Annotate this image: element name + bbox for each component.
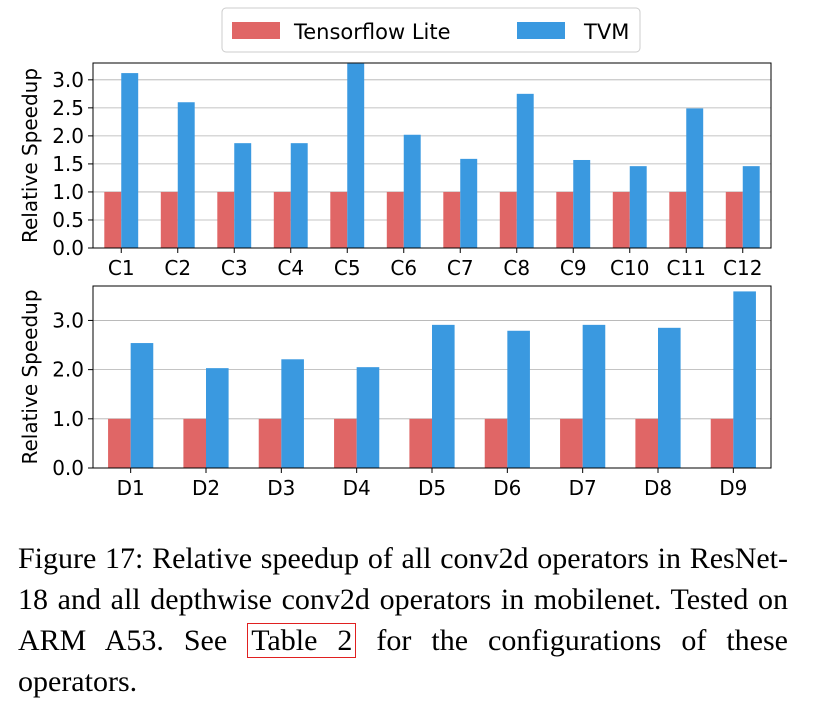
bottom-chart-bar-tvm xyxy=(281,359,304,468)
top-chart-bar-tvm xyxy=(121,73,139,248)
bottom-chart-bar-tvm xyxy=(130,343,154,468)
bottom-chart-xtick-label: D5 xyxy=(418,476,446,500)
top-chart-xtick-label: C5 xyxy=(334,256,361,280)
top-chart-xtick-label: C1 xyxy=(108,256,135,280)
bottom-chart-ytick-label: 2.0 xyxy=(52,358,84,382)
legend-swatch-tflite xyxy=(232,22,280,39)
top-chart-xtick-label: C11 xyxy=(667,256,706,280)
top-chart-bar-tvm xyxy=(573,159,591,248)
caption-text-end: for the configurations of these operator… xyxy=(18,624,788,698)
top-chart-xtick-label: C12 xyxy=(723,256,762,280)
bottom-chart-bar-tvm xyxy=(206,368,229,468)
top-chart-bar-tflite xyxy=(217,191,235,248)
bottom-chart-ytick-label: 3.0 xyxy=(52,308,84,332)
top-chart-bar-tflite xyxy=(273,191,291,248)
bottom-chart-xtick-label: D8 xyxy=(644,476,672,500)
top-chart-xtick-label: C2 xyxy=(164,256,191,280)
bottom-chart-plot-frame xyxy=(92,285,772,469)
top-chart-bar-tflite xyxy=(386,191,404,248)
top-chart-bar-tvm xyxy=(516,93,534,248)
top-chart-bar-tflite xyxy=(612,191,630,248)
bottom-chart-xtick-label: D4 xyxy=(343,476,371,500)
top-chart-ytick-label: 1.0 xyxy=(52,180,84,204)
top-chart-ytick-label: 2.5 xyxy=(52,96,84,120)
top-chart-plot-frame xyxy=(92,62,772,249)
bottom-chart-xtick-label: D9 xyxy=(719,476,747,500)
top-chart-ytick-label: 0.0 xyxy=(52,236,84,260)
bottom-chart-bar-tflite xyxy=(108,418,131,468)
bottom-chart-bar-tvm xyxy=(658,327,681,468)
bottom-chart-bar-tflite xyxy=(334,418,357,468)
top-chart-bar-tflite xyxy=(330,191,348,248)
top-chart-bar-tvm xyxy=(347,63,365,248)
caption-text-start: Figure 17: Relative speedup of all conv2… xyxy=(18,542,788,657)
top-chart-bar-tflite xyxy=(556,191,574,248)
legend-swatch-tvm xyxy=(517,22,565,39)
top-chart-bar-tvm xyxy=(629,166,647,248)
top-chart-bar-tvm xyxy=(460,158,478,248)
top-chart-ylabel: Relative Speedup xyxy=(18,68,42,243)
top-chart-bar-tflite xyxy=(443,191,461,248)
bottom-chart-bar-tflite xyxy=(710,418,734,468)
bottom-chart-bar-tvm xyxy=(582,324,606,468)
top-chart-xtick-label: C8 xyxy=(503,256,530,280)
top-chart-bar-tvm xyxy=(290,143,308,248)
legend: Tensorflow Lite TVM xyxy=(221,7,641,53)
top-chart-ytick-label: 2.0 xyxy=(52,124,84,148)
top-chart-xtick-label: C7 xyxy=(447,256,474,280)
top-chart-bar-tvm xyxy=(742,166,760,248)
top-chart-xtick-label: C4 xyxy=(277,256,304,280)
bottom-chart-xtick-label: D6 xyxy=(493,476,521,500)
bottom-chart-ytick-label: 0.0 xyxy=(52,456,84,480)
top-chart-xtick-label: C10 xyxy=(610,256,649,280)
chart-mobilenet-depthwise: 0.0 1.0 2.0 3.0 D1 D2 D3 D4 D5 D6 D7 D8 D9 Relative S… xyxy=(18,285,772,500)
bottom-chart-ylabel: Relative Speedup xyxy=(18,289,42,464)
bottom-chart-bar-tvm xyxy=(507,330,530,468)
top-chart-bar-tflite xyxy=(160,191,178,248)
legend-frame xyxy=(221,7,641,53)
top-chart-bar-tvm xyxy=(234,143,252,248)
top-chart-bar-tvm xyxy=(686,108,704,248)
figure-caption: Figure 17: Relative speedup of all conv2… xyxy=(18,538,788,702)
bottom-chart-xtick-label: D3 xyxy=(267,476,295,500)
bottom-chart-bar-tvm xyxy=(356,367,380,468)
bottom-chart-xtick-label: D1 xyxy=(117,476,145,500)
top-chart-xtick-label: C3 xyxy=(221,256,248,280)
chart-resnet-conv2d: 0.0 0.5 1.0 1.5 2.0 2.5 3.0 C1 C2 C3 C4 C5 C6 C7 C8 C9 C… xyxy=(18,62,772,280)
table-2-link[interactable]: Table 2 xyxy=(247,623,357,658)
top-chart-ytick-label: 3.0 xyxy=(52,68,84,92)
top-chart-bar-tflite xyxy=(725,191,743,248)
bottom-chart-bar-tflite xyxy=(409,418,432,468)
bottom-chart-xtick-label: D7 xyxy=(569,476,597,500)
top-chart-bar-tflite xyxy=(669,191,687,248)
top-chart-xtick-label: C6 xyxy=(390,256,417,280)
bottom-chart-bar-tflite xyxy=(484,418,508,468)
bottom-chart-bar-tvm xyxy=(733,291,756,468)
top-chart-bar-tvm xyxy=(177,102,195,248)
bottom-chart-bar-tflite xyxy=(183,418,206,468)
top-chart-bar-tflite xyxy=(104,191,122,248)
bottom-chart-ytick-label: 1.0 xyxy=(52,407,84,431)
top-chart-ytick-label: 1.5 xyxy=(52,152,84,176)
bottom-chart-bar-tflite xyxy=(635,418,658,468)
legend-label-tvm: TVM xyxy=(583,20,629,44)
bottom-chart-bar-tvm xyxy=(432,324,455,468)
legend-label-tflite: Tensorflow Lite xyxy=(293,20,451,44)
bottom-chart-bar-tflite xyxy=(560,418,583,468)
bottom-chart-bar-tflite xyxy=(258,418,282,468)
top-chart-xtick-label: C9 xyxy=(560,256,587,280)
top-chart-ytick-label: 0.5 xyxy=(52,208,84,232)
bottom-chart-xtick-label: D2 xyxy=(192,476,220,500)
top-chart-bar-tflite xyxy=(499,191,517,248)
top-chart-bar-tvm xyxy=(403,134,421,248)
